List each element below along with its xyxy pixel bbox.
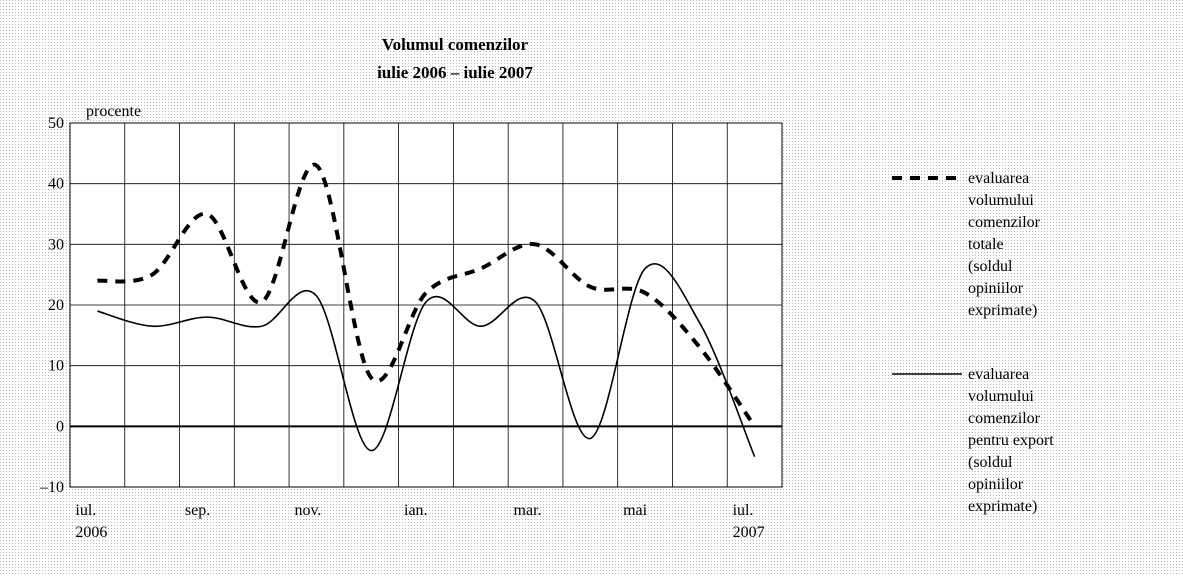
legend-label: evaluarea volumului comenzilor totale (soldu… <box>968 170 1041 319</box>
y-tick-label: 0 <box>56 418 64 435</box>
x-tick-label: iul. 2006 <box>75 502 107 541</box>
y-tick-label: 30 <box>48 236 64 253</box>
y-tick-label: –10 <box>39 479 64 496</box>
x-tick-label: sep. <box>185 502 210 519</box>
chart-title: Volumul comenzilor <box>382 35 529 54</box>
y-tick-label: 10 <box>48 358 64 375</box>
legend-label: evaluarea volumului comenzilor pentru expor… <box>968 366 1054 515</box>
y-axis-label: procente <box>86 103 141 120</box>
x-tick-label: mai <box>623 502 648 519</box>
x-tick-label: ian. <box>404 502 428 519</box>
y-tick-label: 40 <box>48 176 64 193</box>
y-tick-label: 50 <box>48 115 64 132</box>
y-tick-label: 20 <box>48 297 64 314</box>
x-tick-label: nov. <box>294 502 321 519</box>
series-line <box>97 163 757 428</box>
x-tick-label: iul. 2007 <box>733 502 765 541</box>
series-line <box>97 263 756 457</box>
chart-subtitle: iulie 2006 – iulie 2007 <box>377 63 533 82</box>
x-tick-label: mar. <box>514 502 542 519</box>
